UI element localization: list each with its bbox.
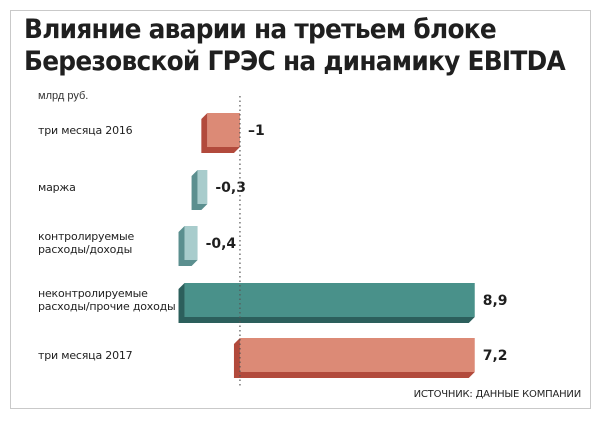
category-label-2-line-1: маржа [38,180,76,194]
category-label-3: контролируемые расходы/доходы [38,230,134,256]
title-line-1: Влияние аварии на третьем блоке [24,14,497,45]
value-label-2: -0,3 [215,180,246,196]
title-line-2: Березовской ГРЭС на динамику EBITDA [24,46,566,77]
unit-label: млрд руб. [38,90,89,102]
value-label-3: -0,4 [206,236,237,252]
category-label-4-line-1: неконтролируемые [38,287,148,300]
bar-4 [184,283,475,317]
source-note: ИСТОЧНИК: ДАННЫЕ КОМПАНИИ [413,389,582,400]
bar-3 [184,226,198,260]
bar-5-side [233,338,475,378]
category-label-1: три месяца 2016 [38,124,133,137]
category-label-3-line-1: контролируемые [38,230,135,243]
category-label-3-line-2: расходы/доходы [38,243,133,256]
value-label-4: 8,9 [483,293,508,309]
chart-title: Влияние аварии на третьем блоке Березовс… [24,14,566,78]
category-label-5: три месяца 2017 [38,349,133,362]
category-label-1-line-1: три месяца 2016 [38,123,133,137]
category-label-2: маржа [38,181,76,194]
bar-5 [239,338,475,372]
bar-4-side [178,283,475,323]
bar-1-side [201,113,240,153]
category-label-4-line-2: расходы/прочие доходы [38,300,176,313]
bar-3-side [178,226,198,266]
bar-2 [197,170,208,204]
bar-2-side [191,170,208,210]
category-label-5-line-1: три месяца 2017 [38,348,133,362]
bar-1 [207,113,240,147]
value-label-1: –1 [248,123,265,139]
category-label-4: неконтролируемые расходы/прочие доходы [38,287,176,313]
value-label-5: 7,2 [483,348,508,364]
